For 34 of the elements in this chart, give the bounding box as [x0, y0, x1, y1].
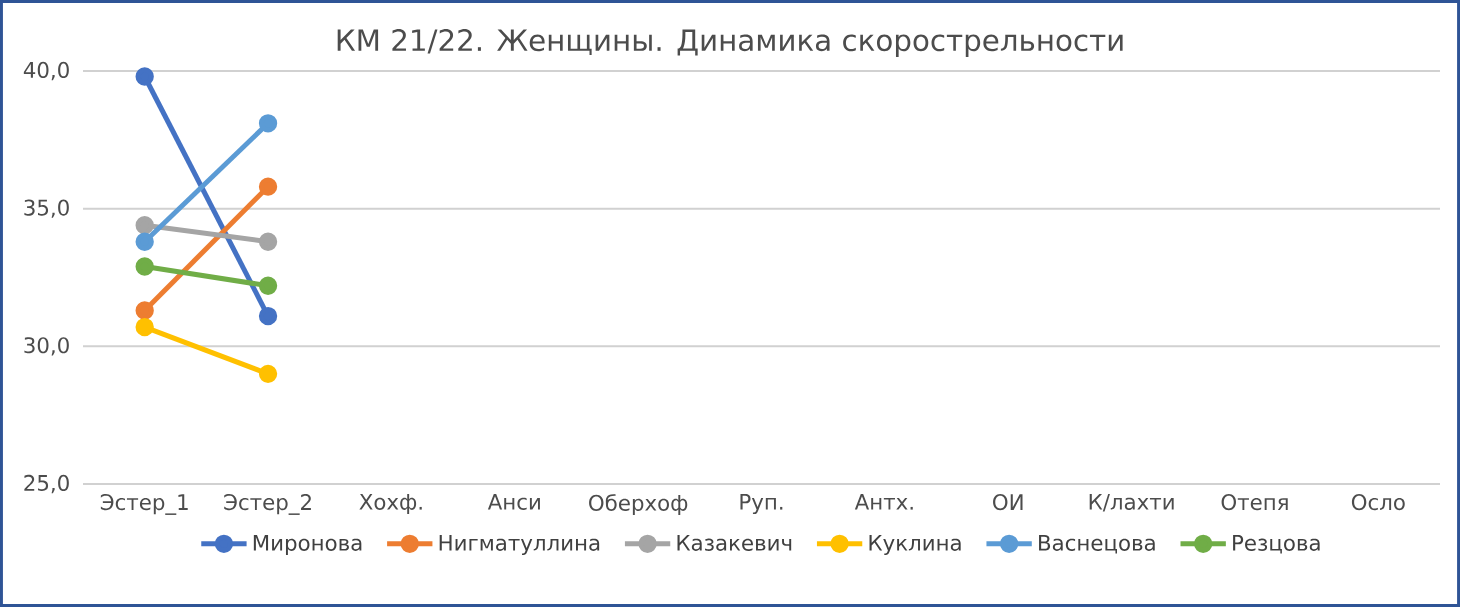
- point: [258, 232, 278, 251]
- x-tick-label: Руп.: [740, 494, 783, 515]
- point: [258, 114, 278, 133]
- legend-label: Куклина: [869, 535, 961, 556]
- point: [258, 177, 278, 196]
- x-tick-label: Эстер_1: [100, 494, 188, 515]
- legend-label: Миронова: [253, 535, 362, 556]
- x-tick-label: Осло: [1351, 494, 1405, 511]
- legend-label: Резцова: [1233, 535, 1320, 554]
- point: [135, 232, 154, 251]
- y-tick-label: 40,0: [23, 61, 69, 81]
- legend-label: Нигматуллина: [439, 535, 600, 556]
- point: [135, 257, 154, 276]
- x-tick-label: Эстер_2: [224, 494, 311, 515]
- y-tick-label: 25,0: [24, 474, 69, 494]
- legend-label: Казакевич: [677, 535, 792, 551]
- point: [258, 364, 278, 384]
- x-tick-label: К/лахти: [1089, 494, 1174, 512]
- point: [258, 306, 278, 326]
- x-tick-label: Отепя: [1221, 494, 1288, 511]
- point: [258, 276, 278, 295]
- x-tick-label: Антх.: [854, 494, 913, 510]
- x-tick-label: ОИ: [993, 494, 1023, 511]
- point: [135, 317, 154, 337]
- x-tick-label: Анси: [487, 494, 540, 510]
- point: [135, 301, 154, 320]
- y-tick-label: 35,0: [24, 199, 69, 218]
- point: [135, 67, 154, 86]
- x-tick-label: Хохф.: [359, 494, 422, 515]
- y-tick-label: 30,0: [24, 337, 69, 356]
- chart-title: КМ 21/22. Женщины. Динамика скорострельности: [337, 29, 1123, 57]
- legend-label: Васнецова: [1039, 535, 1155, 554]
- x-tick-label: Оберхоф: [589, 494, 688, 516]
- point: [135, 216, 154, 235]
